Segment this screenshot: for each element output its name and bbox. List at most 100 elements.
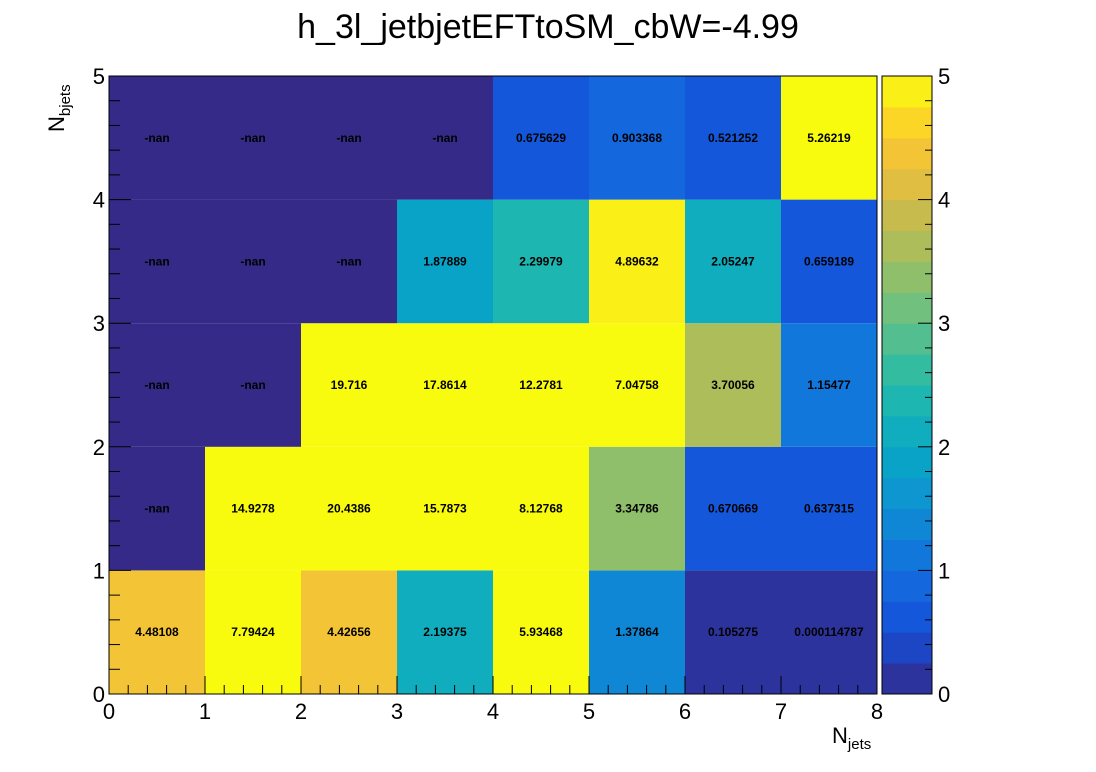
- cell-value-label: 2.05247: [711, 254, 755, 268]
- z-tick-label: 2: [938, 435, 950, 460]
- x-tick-label: 0: [103, 699, 115, 724]
- heatmap-cell: [685, 323, 781, 447]
- x-tick-label: 5: [583, 699, 595, 724]
- x-axis-label-main: N: [832, 723, 848, 748]
- heatmap-cell: [781, 570, 877, 694]
- x-tick-label: 8: [871, 699, 883, 724]
- cell-value-label: 0.903368: [612, 131, 662, 145]
- color-scale-level: [882, 168, 932, 201]
- heatmap-cell-labels: 4.48108 7.79424 4.42656 2.19375 5.93468 1.378…: [135, 131, 864, 639]
- cell-value-label: 2.19375: [423, 625, 467, 639]
- heatmap-cell: [685, 76, 781, 200]
- heatmap-cell: [589, 570, 685, 694]
- cell-value-label: 19.716: [331, 378, 368, 392]
- color-scale-level: [882, 539, 932, 571]
- heatmap-cell: [493, 446, 589, 571]
- x-tick-label: 1: [199, 699, 211, 724]
- heatmap-cell: [397, 76, 493, 200]
- y-axis-label-sub: bjets: [57, 84, 74, 116]
- x-axis: 0 1 2 3 4 5 6 7 8: [103, 676, 883, 724]
- heatmap-cell: [397, 446, 493, 571]
- cell-value-label: -nan: [144, 131, 169, 145]
- heatmap-cell: [685, 570, 781, 694]
- color-scale-level: [882, 601, 932, 633]
- cell-value-label: 7.79424: [231, 625, 275, 639]
- cell-value-label: -nan: [240, 254, 265, 268]
- cell-value-label: 4.89632: [615, 254, 659, 268]
- heatmap-cell: [493, 199, 589, 324]
- heatmap-cell: [685, 446, 781, 571]
- heatmap-cell: [301, 199, 397, 324]
- cell-value-label: -nan: [432, 131, 457, 145]
- heatmap-cell: [205, 323, 301, 447]
- color-scale-level: [882, 292, 932, 324]
- cell-value-label: -nan: [144, 378, 169, 392]
- y-tick-label: 3: [93, 311, 105, 336]
- cell-value-label: 2.29979: [519, 254, 563, 268]
- heatmap-cell: [109, 570, 205, 694]
- x-tick-label: 3: [391, 699, 403, 724]
- color-scale-level: [882, 137, 932, 170]
- heatmap-cell: [781, 446, 877, 571]
- cell-value-label: 0.105275: [708, 625, 758, 639]
- y-tick-label: 2: [93, 435, 105, 460]
- color-scale-level: [882, 385, 932, 417]
- heatmap-cell: [397, 323, 493, 447]
- y-axis: 0 1 2 3 4 5: [93, 64, 131, 707]
- cell-value-label: 4.48108: [135, 625, 179, 639]
- heatmap-cell: [301, 323, 397, 447]
- color-scale-level: [882, 354, 932, 386]
- color-scale-level: [882, 230, 932, 262]
- cell-value-label: 12.2781: [519, 378, 563, 392]
- y-tick-label: 4: [93, 188, 105, 213]
- heatmap-cell: [685, 199, 781, 324]
- heatmap-cell: [205, 570, 301, 694]
- x-axis-label-sub: jets: [847, 736, 871, 753]
- z-tick-label: 5: [938, 64, 950, 89]
- cell-value-label: 0.675629: [516, 131, 566, 145]
- cell-value-label: 1.15477: [807, 378, 851, 392]
- color-scale-frame: [881, 75, 933, 695]
- cell-value-label: -nan: [240, 378, 265, 392]
- cell-value-label: 1.87889: [423, 254, 467, 268]
- cell-value-label: 20.4386: [327, 502, 371, 516]
- cell-value-label: -nan: [336, 131, 361, 145]
- heatmap-cell: [781, 199, 877, 324]
- cell-value-label: 3.34786: [615, 502, 659, 516]
- cell-value-label: 1.37864: [615, 625, 659, 639]
- cell-value-label: -nan: [144, 502, 169, 516]
- color-scale-bar: [882, 76, 932, 695]
- color-scale-level: [882, 106, 932, 139]
- heatmap-cell: [109, 199, 205, 324]
- cell-value-label: -nan: [240, 131, 265, 145]
- heatmap-cell: [781, 323, 877, 447]
- heatmap-cell: [397, 199, 493, 324]
- heatmap-cell: [109, 76, 205, 200]
- heatmap-cell: [493, 76, 589, 200]
- z-tick-label: 1: [938, 558, 950, 583]
- cell-value-label: 0.659189: [804, 254, 854, 268]
- heatmap-cell: [301, 570, 397, 694]
- x-axis-label: Njets: [832, 723, 871, 753]
- color-scale-level: [882, 323, 932, 355]
- heatmap-cells: [109, 76, 877, 694]
- heatmap-cell: [589, 199, 685, 324]
- y-tick-label: 5: [93, 64, 105, 89]
- z-tick-label: 4: [938, 188, 950, 213]
- cell-value-label: 5.26219: [807, 131, 851, 145]
- cell-value-label: 0.521252: [708, 131, 758, 145]
- heatmap-cell: [109, 446, 205, 571]
- x-tick-label: 6: [679, 699, 691, 724]
- cell-value-label: 17.8614: [423, 378, 467, 392]
- heatmap-cell: [493, 570, 589, 694]
- color-scale-level: [882, 663, 932, 695]
- heatmap-cell: [589, 76, 685, 200]
- cell-value-label: 5.93468: [519, 625, 563, 639]
- z-tick-label: 0: [938, 682, 950, 707]
- heatmap-cell: [205, 199, 301, 324]
- heatmap-cell: [493, 323, 589, 447]
- x-tick-label: 2: [295, 699, 307, 724]
- color-scale-level: [882, 261, 932, 293]
- cell-value-label: -nan: [336, 254, 361, 268]
- heatmap-cell: [781, 76, 877, 200]
